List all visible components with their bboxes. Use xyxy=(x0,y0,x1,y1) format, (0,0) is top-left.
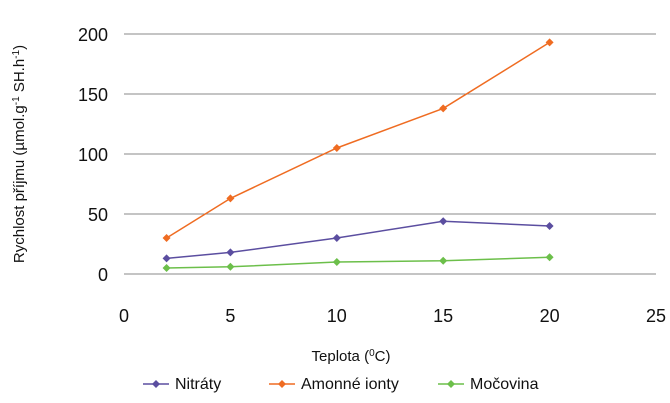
y-tick-label: 200 xyxy=(78,25,108,45)
data-point xyxy=(226,194,235,203)
legend-label: Močovina xyxy=(470,376,539,393)
data-point xyxy=(439,256,448,265)
data-point xyxy=(545,38,554,47)
series-group xyxy=(162,38,554,272)
data-point xyxy=(226,262,235,271)
legend-label: Nitráty xyxy=(175,376,221,393)
legend-marker xyxy=(278,380,286,388)
y-tick-label: 150 xyxy=(78,85,108,105)
x-tick-label: 15 xyxy=(433,306,453,326)
x-tick-label: 20 xyxy=(540,306,560,326)
x-tick-label: 25 xyxy=(646,306,666,326)
x-tick-label: 10 xyxy=(327,306,347,326)
data-point xyxy=(162,264,171,272)
data-point xyxy=(226,248,235,257)
gridlines xyxy=(124,33,656,215)
y-axis-title: Rychlost příjmu (µmol.g-1 SH.h-1) xyxy=(11,45,29,263)
series-line-2 xyxy=(166,256,550,269)
x-tick-label: 5 xyxy=(225,306,235,326)
data-point xyxy=(332,234,341,242)
series-line-1 xyxy=(166,41,550,239)
x-tick-labels: 0 5 10 15 20 25 xyxy=(119,306,666,326)
x-tick-label: 0 xyxy=(119,306,129,326)
y-tick-label: 0 xyxy=(98,265,108,285)
legend-label: Amonné ionty xyxy=(301,376,399,393)
legend-marker xyxy=(447,380,455,388)
data-point xyxy=(332,144,341,152)
data-point xyxy=(162,254,171,263)
y-tick-label: 100 xyxy=(78,145,108,165)
y-tick-labels: 0 50 100 150 200 xyxy=(78,25,108,285)
series-line-0 xyxy=(166,220,550,260)
y-tick-label: 50 xyxy=(88,205,108,225)
legend: Nitráty Amonné ionty Močovina xyxy=(143,376,539,393)
legend-marker xyxy=(152,380,160,388)
data-point xyxy=(439,217,448,226)
data-point xyxy=(545,253,554,262)
data-point xyxy=(162,234,171,242)
data-point xyxy=(332,258,341,266)
data-point xyxy=(545,222,554,230)
x-axis-title: Teplota (0C) xyxy=(312,348,391,366)
data-point xyxy=(439,104,448,113)
